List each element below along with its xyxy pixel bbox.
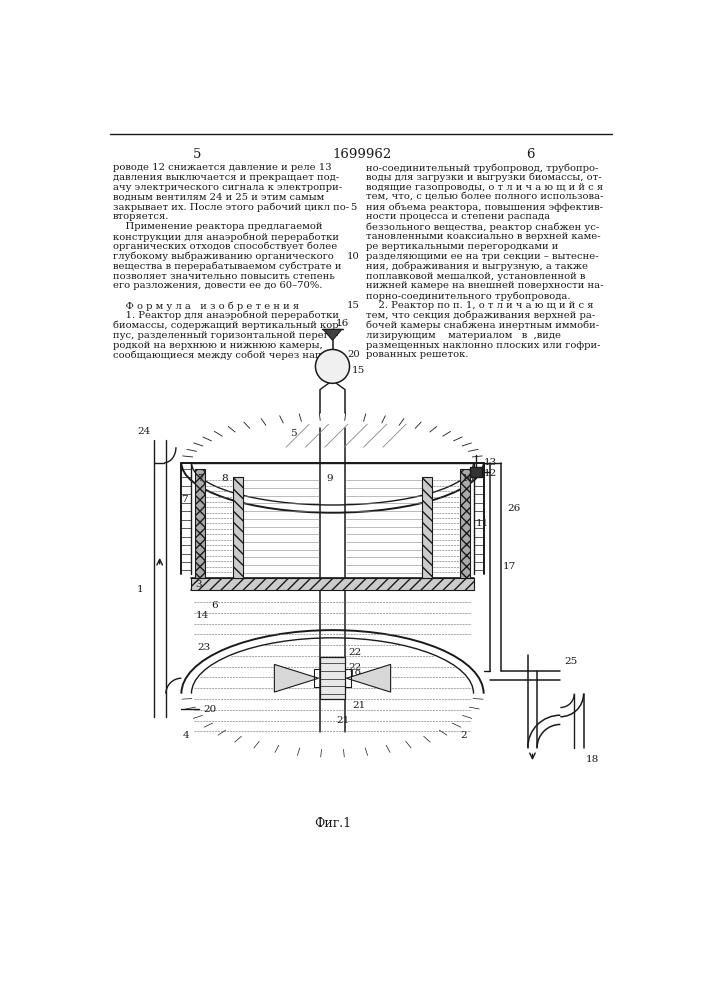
Text: 5: 5	[290, 429, 296, 438]
Text: пус, разделенный горизонтальной перего-: пус, разделенный горизонтальной перего-	[113, 331, 339, 340]
Text: Фиг.1: Фиг.1	[314, 817, 351, 830]
Text: тем, что, с целью более полного использова-: тем, что, с целью более полного использо…	[366, 193, 603, 202]
Text: бочей камеры снабжена инертным иммоби-: бочей камеры снабжена инертным иммоби-	[366, 321, 599, 330]
Bar	[195, 469, 206, 578]
Text: 8: 8	[221, 474, 228, 483]
Text: беззольного вещества, реактор снабжен ус-: беззольного вещества, реактор снабжен ус…	[366, 222, 599, 232]
Text: ачу электрического сигнала к электропри-: ачу электрического сигнала к электропри-	[113, 183, 342, 192]
Polygon shape	[323, 329, 341, 340]
Text: органических отходов способствует более: органических отходов способствует более	[113, 242, 337, 251]
Text: нижней камере на внешней поверхности на-: нижней камере на внешней поверхности на-	[366, 281, 603, 290]
Text: 7: 7	[182, 495, 188, 504]
Text: размещенных наклонно плоских или гофри-: размещенных наклонно плоских или гофри-	[366, 341, 600, 350]
Text: 17: 17	[503, 562, 516, 571]
Text: 12: 12	[484, 469, 497, 478]
Text: ния объема реактора, повышения эффектив-: ния объема реактора, повышения эффектив-	[366, 203, 603, 212]
Text: 11: 11	[476, 519, 489, 528]
Text: 10: 10	[462, 474, 475, 483]
Polygon shape	[346, 664, 391, 692]
Text: 1699962: 1699962	[332, 148, 392, 161]
Text: тановленными коаксиально в верхней каме-: тановленными коаксиально в верхней каме-	[366, 232, 600, 241]
Text: 21: 21	[352, 701, 365, 710]
Text: но-соединительный трубопровод, трубопро-: но-соединительный трубопровод, трубопро-	[366, 163, 598, 173]
Circle shape	[315, 349, 349, 383]
Text: 26: 26	[507, 504, 520, 513]
Text: 5: 5	[350, 203, 356, 212]
Text: 15: 15	[352, 366, 365, 375]
Text: тем, что секция дображивания верхней ра-: тем, что секция дображивания верхней ра-	[366, 311, 595, 320]
Text: ре вертикальными перегородками и: ре вертикальными перегородками и	[366, 242, 559, 251]
Text: 3: 3	[195, 580, 202, 589]
Text: лизирующим    материалом   в  ,виде: лизирующим материалом в ,виде	[366, 331, 561, 340]
Text: 15: 15	[347, 301, 360, 310]
Text: 9: 9	[327, 474, 333, 483]
Bar	[422, 477, 433, 578]
Text: 25: 25	[564, 657, 578, 666]
Bar	[469, 466, 482, 477]
Text: вторяется.: вторяется.	[113, 212, 170, 221]
Text: 6: 6	[526, 148, 534, 161]
Text: 23: 23	[198, 643, 211, 652]
Text: разделяющими ее на три секции – вытесне-: разделяющими ее на три секции – вытесне-	[366, 252, 598, 261]
Text: 1. Реактор для анаэробной переработки: 1. Реактор для анаэробной переработки	[113, 311, 339, 320]
Bar	[233, 477, 243, 578]
Text: Ф о р м у л а   и з о б р е т е н и я: Ф о р м у л а и з о б р е т е н и я	[113, 301, 299, 311]
Polygon shape	[274, 664, 319, 692]
Text: 20: 20	[347, 350, 360, 359]
Text: 6: 6	[211, 601, 218, 610]
Text: 7: 7	[197, 474, 204, 483]
Text: 24: 24	[137, 427, 151, 436]
Bar	[460, 469, 469, 578]
Text: 21: 21	[337, 716, 350, 725]
Text: порно-соединительного трубопровода.: порно-соединительного трубопровода.	[366, 291, 571, 301]
Text: его разложения, довести ее до 60–70%.: его разложения, довести ее до 60–70%.	[113, 281, 322, 290]
Text: глубокому выбраживанию органического: глубокому выбраживанию органического	[113, 252, 334, 261]
Bar	[192, 578, 474, 590]
Text: 2: 2	[460, 732, 467, 740]
Text: родкой на верхнюю и нижнюю камеры,: родкой на верхнюю и нижнюю камеры,	[113, 341, 323, 350]
Text: воды для загрузки и выгрузки биомассы, от-: воды для загрузки и выгрузки биомассы, о…	[366, 173, 602, 182]
Text: 14: 14	[195, 611, 209, 620]
Text: биомассы, содержащий вертикальный кор-: биомассы, содержащий вертикальный кор-	[113, 321, 342, 330]
Text: вещества в перерабатываемом субстрате и: вещества в перерабатываемом субстрате и	[113, 262, 341, 271]
Text: роводе 12 снижается давление и реле 13: роводе 12 снижается давление и реле 13	[113, 163, 332, 172]
Text: 4: 4	[183, 732, 189, 740]
Text: Применение реактора предлагаемой: Применение реактора предлагаемой	[113, 222, 322, 231]
Text: 16: 16	[336, 319, 349, 328]
Text: водящие газопроводы, о т л и ч а ю щ и й с я: водящие газопроводы, о т л и ч а ю щ и й…	[366, 183, 603, 192]
Text: закрывает их. После этого рабочий цикл по-: закрывает их. После этого рабочий цикл п…	[113, 203, 349, 212]
Text: давления выключается и прекращает под-: давления выключается и прекращает под-	[113, 173, 339, 182]
Bar	[320, 657, 345, 699]
Text: водным вентилям 24 и 25 и этим самым: водным вентилям 24 и 25 и этим самым	[113, 193, 325, 202]
Text: сообщающиеся между собой через напор-: сообщающиеся между собой через напор-	[113, 350, 337, 360]
Text: 20: 20	[203, 705, 216, 714]
Text: позволяет значительно повысить степень: позволяет значительно повысить степень	[113, 272, 335, 281]
Text: 18: 18	[586, 755, 599, 764]
Text: ности процесса и степени распада: ности процесса и степени распада	[366, 212, 550, 221]
Text: 5: 5	[193, 148, 201, 161]
Text: поплавковой мешалкой, установленной в: поплавковой мешалкой, установленной в	[366, 272, 585, 281]
Text: 2. Реактор по п. 1, о т л и ч а ю щ и й с я: 2. Реактор по п. 1, о т л и ч а ю щ и й …	[366, 301, 593, 310]
Text: 1: 1	[136, 585, 144, 594]
Text: 22: 22	[349, 663, 362, 672]
Text: рованных решеток.: рованных решеток.	[366, 350, 468, 359]
Text: 10: 10	[347, 252, 360, 261]
Text: 19: 19	[349, 670, 362, 679]
Text: 13: 13	[484, 458, 497, 467]
Text: ния, дображивания и выгрузную, а также: ния, дображивания и выгрузную, а также	[366, 262, 588, 271]
Text: 22: 22	[349, 648, 362, 657]
Text: конструкции для анаэробной переработки: конструкции для анаэробной переработки	[113, 232, 339, 242]
